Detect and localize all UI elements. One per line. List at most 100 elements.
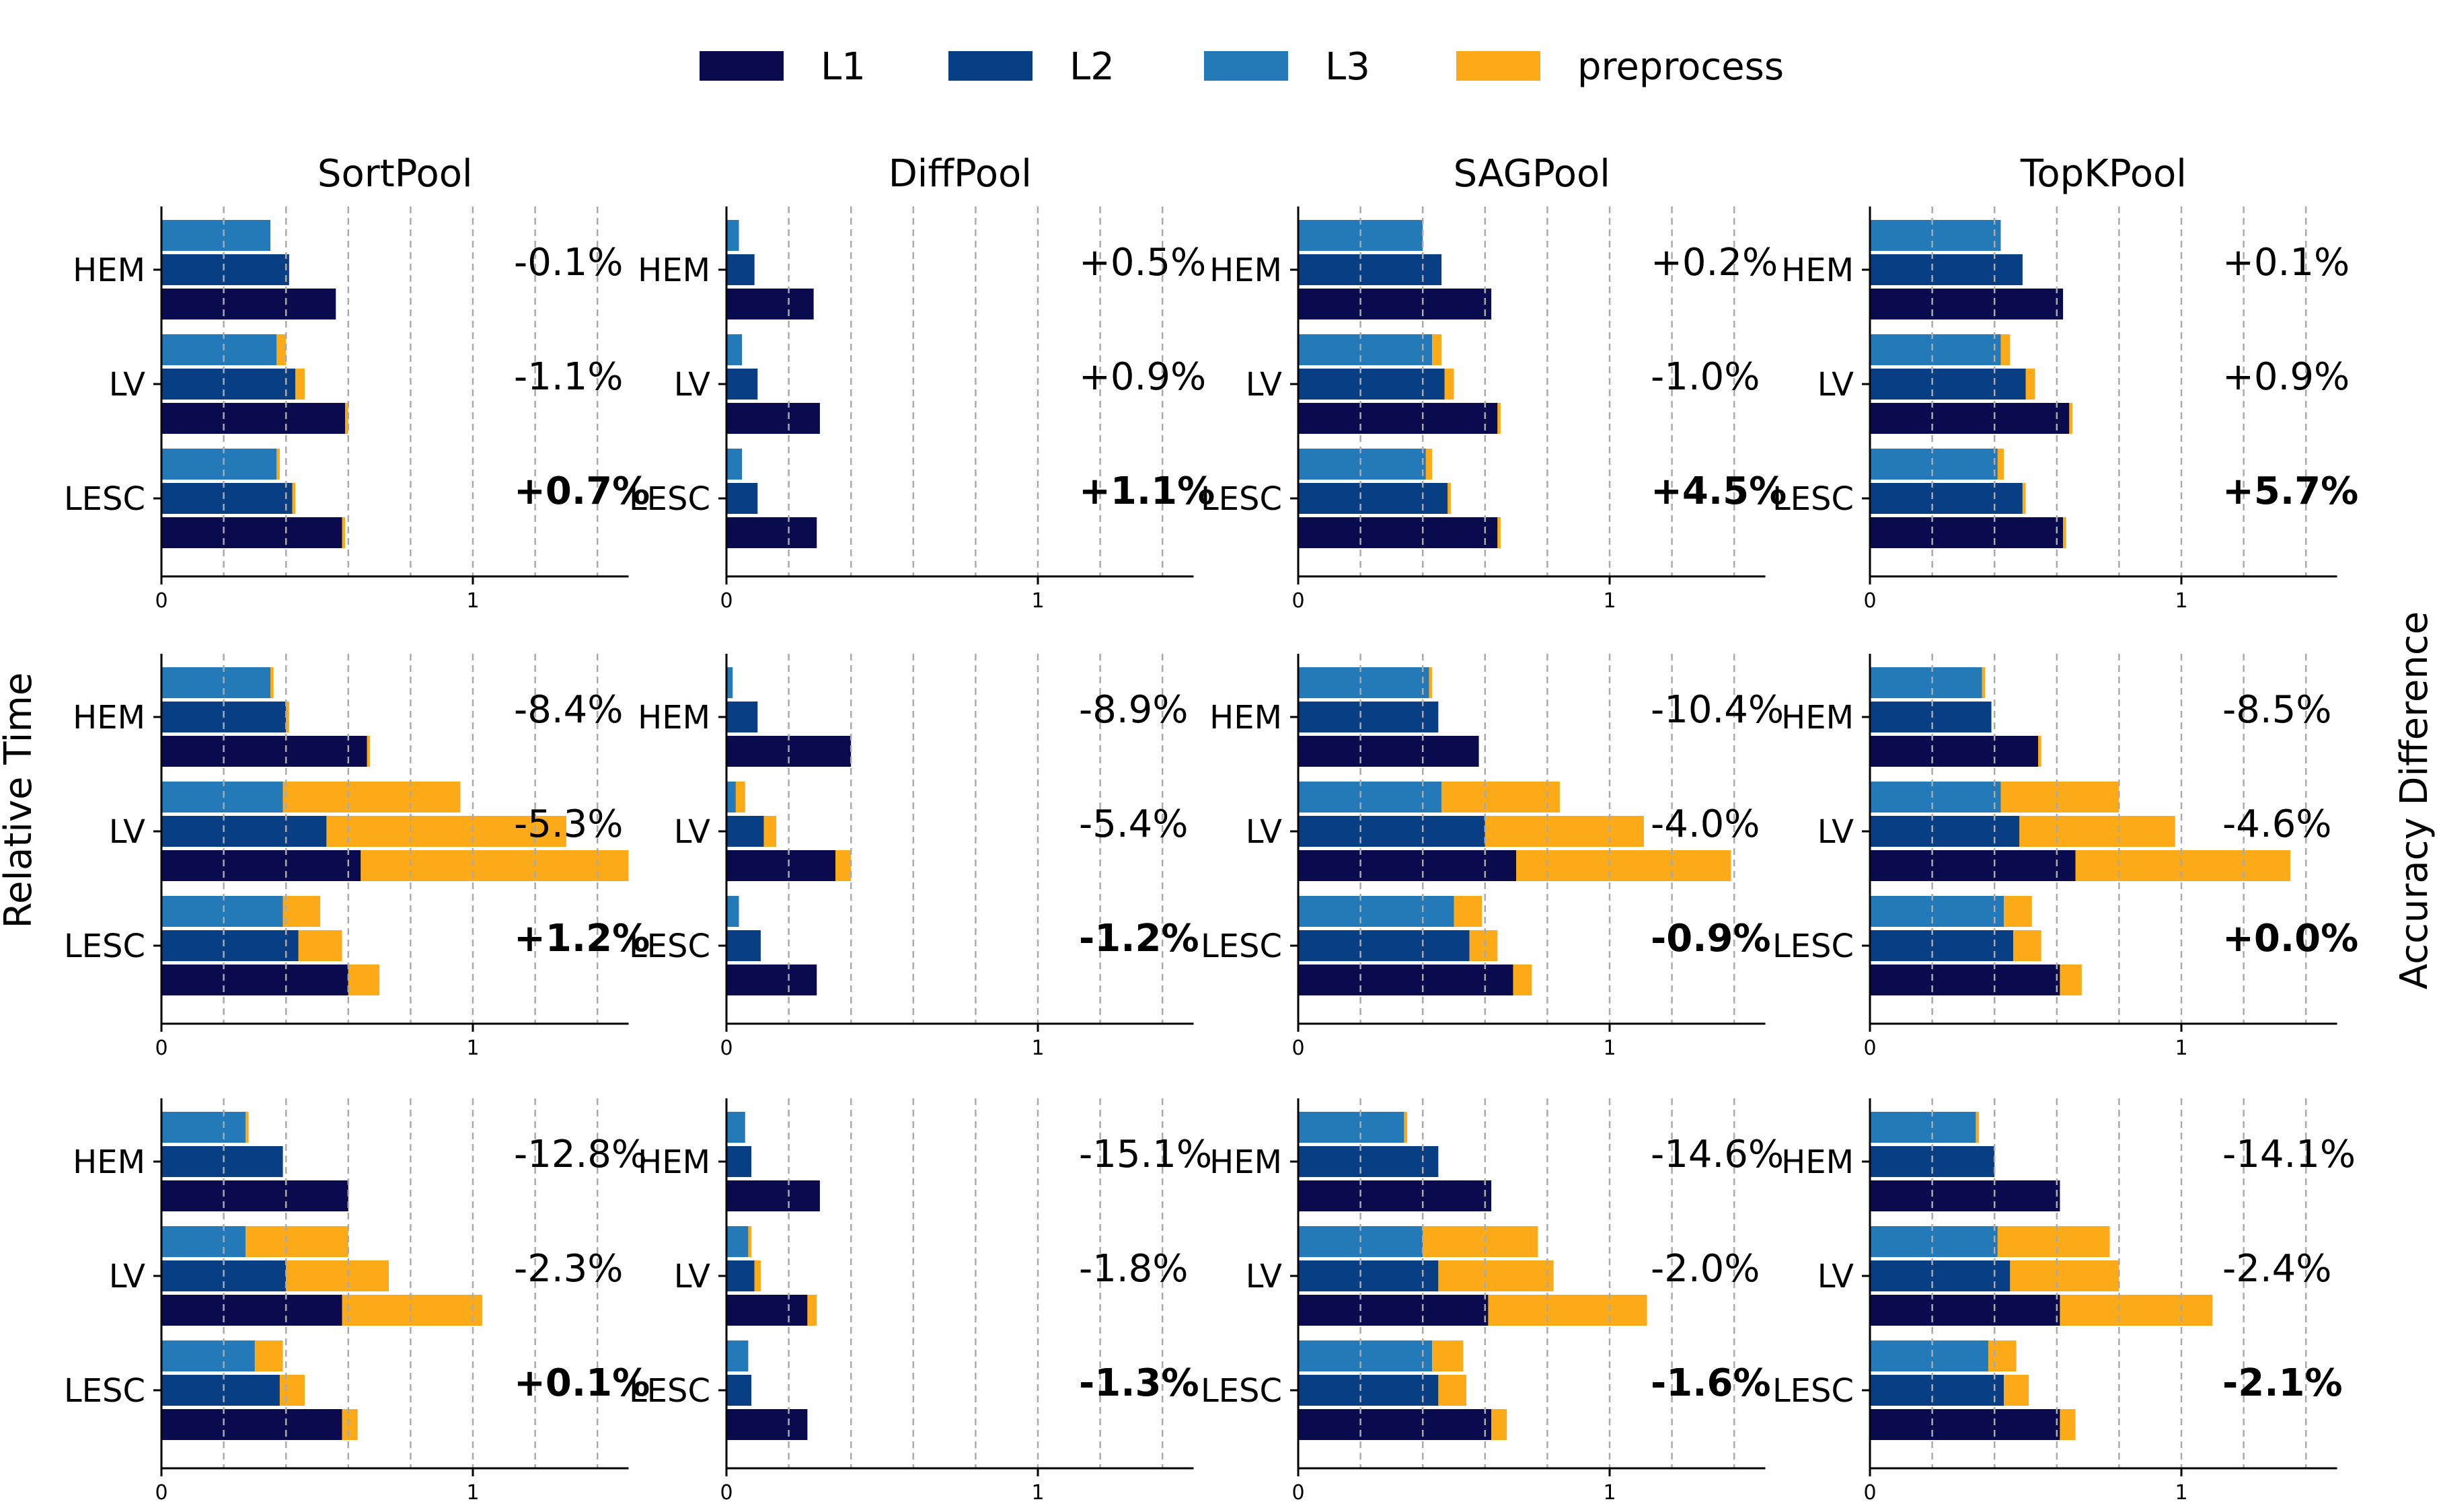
accuracy-label-HEM: -14.1% bbox=[2222, 1133, 2356, 1176]
y-tick-label-LESC: LESC bbox=[629, 480, 710, 518]
accuracy-label-LV: +0.9% bbox=[1079, 355, 1206, 399]
y-tick-label-LV: LV bbox=[674, 813, 710, 851]
bar-LESC-L3 bbox=[1870, 449, 1998, 480]
bar-LESC-L1-preprocess bbox=[2063, 517, 2066, 548]
bar-LESC-L1-preprocess bbox=[348, 965, 380, 995]
bar-LESC-L2-preprocess bbox=[1438, 1375, 1467, 1406]
panel-0-1: 0 1 HEM LV LESC +0.5% +0.9% +1.1% DiffPool bbox=[629, 152, 1215, 613]
x-tick-label: 0 bbox=[1863, 1036, 1876, 1060]
bar-LV-L2-preprocess bbox=[286, 1260, 389, 1291]
bar-HEM-L1 bbox=[1870, 1180, 2060, 1211]
bar-LESC-L2-preprocess bbox=[298, 930, 342, 961]
bar-HEM-L3 bbox=[1870, 1112, 1976, 1143]
bar-LV-L3-preprocess bbox=[283, 782, 461, 812]
x-tick-label: 1 bbox=[1031, 1036, 1044, 1060]
legend-swatch-L1 bbox=[700, 51, 784, 81]
panel-2-3: 0 1 HEM LV LESC -14.1% -2.4% -2.1% bbox=[1772, 1098, 2356, 1505]
legend-swatch-preprocess bbox=[1456, 51, 1540, 81]
accuracy-label-LESC: -1.2% bbox=[1079, 917, 1199, 960]
bar-LESC-L2 bbox=[726, 1375, 752, 1406]
bar-LV-L3 bbox=[1870, 334, 2001, 365]
x-tick-label: 0 bbox=[1291, 1036, 1304, 1060]
x-tick-label: 1 bbox=[466, 1036, 479, 1060]
accuracy-label-HEM: -15.1% bbox=[1079, 1133, 1212, 1176]
bar-LV-L1-preprocess bbox=[2075, 850, 2291, 881]
legend-label-L2: L2 bbox=[1070, 45, 1115, 89]
bar-LESC-L3-preprocess bbox=[283, 896, 321, 927]
bar-LESC-L3 bbox=[1298, 1340, 1433, 1371]
bar-LESC-L3-preprocess bbox=[276, 449, 280, 480]
bar-HEM-L1 bbox=[1298, 1180, 1492, 1211]
y-tick-label-LESC: LESC bbox=[1772, 1372, 1854, 1410]
bar-LESC-L1 bbox=[726, 965, 817, 995]
bar-LESC-L2-preprocess bbox=[279, 1375, 305, 1406]
bar-LESC-L2 bbox=[1298, 930, 1470, 961]
bar-LV-L3 bbox=[726, 1226, 749, 1257]
y-tick-label-HEM: HEM bbox=[1209, 1143, 1282, 1181]
bar-LESC-L2 bbox=[161, 483, 293, 514]
bar-LV-L2-preprocess bbox=[1438, 1260, 1554, 1291]
bar-LESC-L3-preprocess bbox=[254, 1340, 283, 1371]
y-tick-label-LV: LV bbox=[674, 1258, 710, 1295]
bar-LV-L1-preprocess bbox=[361, 850, 629, 881]
bar-LV-L2-preprocess bbox=[2025, 369, 2035, 400]
panel-1-1: 0 1 HEM LV LESC -8.9% -5.4% -1.2% bbox=[629, 654, 1199, 1060]
y-tick-label-LESC: LESC bbox=[64, 480, 145, 518]
bar-LV-L2 bbox=[1870, 1260, 2011, 1291]
panel-title: SortPool bbox=[317, 152, 473, 196]
bar-LV-L1 bbox=[1298, 403, 1498, 434]
x-tick-label: 1 bbox=[2175, 1481, 2187, 1505]
bar-LESC-L3-preprocess bbox=[1454, 896, 1483, 927]
bar-LV-L2 bbox=[1870, 369, 2026, 400]
panel-1-2: 0 1 HEM LV LESC -10.4% -4.0% -0.9% bbox=[1201, 654, 1784, 1060]
x-tick-label: 0 bbox=[1291, 1481, 1304, 1505]
bar-HEM-L2 bbox=[1870, 254, 2023, 285]
bar-LESC-L3 bbox=[726, 1340, 749, 1371]
accuracy-label-LESC: -1.3% bbox=[1079, 1361, 1199, 1405]
bar-LV-L3-preprocess bbox=[748, 1226, 752, 1257]
bar-LV-L3 bbox=[726, 334, 743, 365]
bar-LESC-L3-preprocess bbox=[1432, 1340, 1464, 1371]
bar-LESC-L2 bbox=[1298, 483, 1448, 514]
y-tick-label-HEM: HEM bbox=[73, 1143, 145, 1181]
bar-LESC-L2 bbox=[1870, 483, 2023, 514]
bar-LV-L3-preprocess bbox=[1432, 334, 1441, 365]
bar-LV-L2-preprocess bbox=[754, 1260, 761, 1291]
bar-LESC-L3-preprocess bbox=[1988, 1340, 2017, 1371]
y-tick-label-LV: LV bbox=[1246, 813, 1282, 851]
bar-LESC-L2 bbox=[726, 483, 758, 514]
bar-LESC-L2 bbox=[1870, 930, 2013, 961]
accuracy-label-LV: -2.3% bbox=[514, 1247, 623, 1291]
bar-HEM-L2 bbox=[1870, 702, 1992, 732]
legend-swatch-L2 bbox=[948, 51, 1033, 81]
bar-LV-L1-preprocess bbox=[835, 850, 852, 881]
x-tick-label: 0 bbox=[155, 1481, 167, 1505]
bar-LV-L3-preprocess bbox=[246, 1226, 348, 1257]
bar-LV-L2 bbox=[726, 1260, 755, 1291]
panel-1-0: 0 1 HEM LV LESC -8.4% -5.3% +1.2% bbox=[64, 654, 650, 1060]
accuracy-label-LESC: +1.2% bbox=[514, 917, 650, 960]
y-tick-label-LESC: LESC bbox=[1772, 928, 1854, 965]
x-tick-label: 1 bbox=[1031, 589, 1044, 613]
bar-LV-L1-preprocess bbox=[1497, 403, 1501, 434]
bar-LESC-L2 bbox=[726, 930, 761, 961]
y-tick-label-LESC: LESC bbox=[629, 928, 710, 965]
legend-label-L1: L1 bbox=[821, 45, 866, 89]
accuracy-label-HEM: -0.1% bbox=[514, 241, 623, 285]
bar-HEM-L2 bbox=[161, 1146, 283, 1177]
bar-LV-L1-preprocess bbox=[807, 1295, 817, 1326]
accuracy-label-LESC: +0.0% bbox=[2222, 917, 2358, 960]
legend-swatch-L3 bbox=[1204, 51, 1288, 81]
bar-LV-L3 bbox=[161, 334, 277, 365]
bar-HEM-L3 bbox=[726, 220, 739, 251]
bar-HEM-L3 bbox=[1298, 1112, 1404, 1143]
bar-LV-L2-preprocess bbox=[763, 816, 777, 847]
bar-LV-L1 bbox=[161, 850, 361, 881]
panels: 0 1 HEM LV LESC -0.1% -1.1% +0.7% SortPool 0 1 HEM L… bbox=[64, 152, 2358, 1505]
accuracy-label-LESC: -1.6% bbox=[1651, 1361, 1771, 1405]
bar-HEM-L3 bbox=[161, 1112, 246, 1143]
bar-HEM-L1 bbox=[726, 289, 814, 319]
y-tick-label-LV: LV bbox=[1817, 366, 1854, 404]
bar-LESC-L1 bbox=[726, 1409, 808, 1440]
bar-LESC-L1 bbox=[161, 517, 342, 548]
